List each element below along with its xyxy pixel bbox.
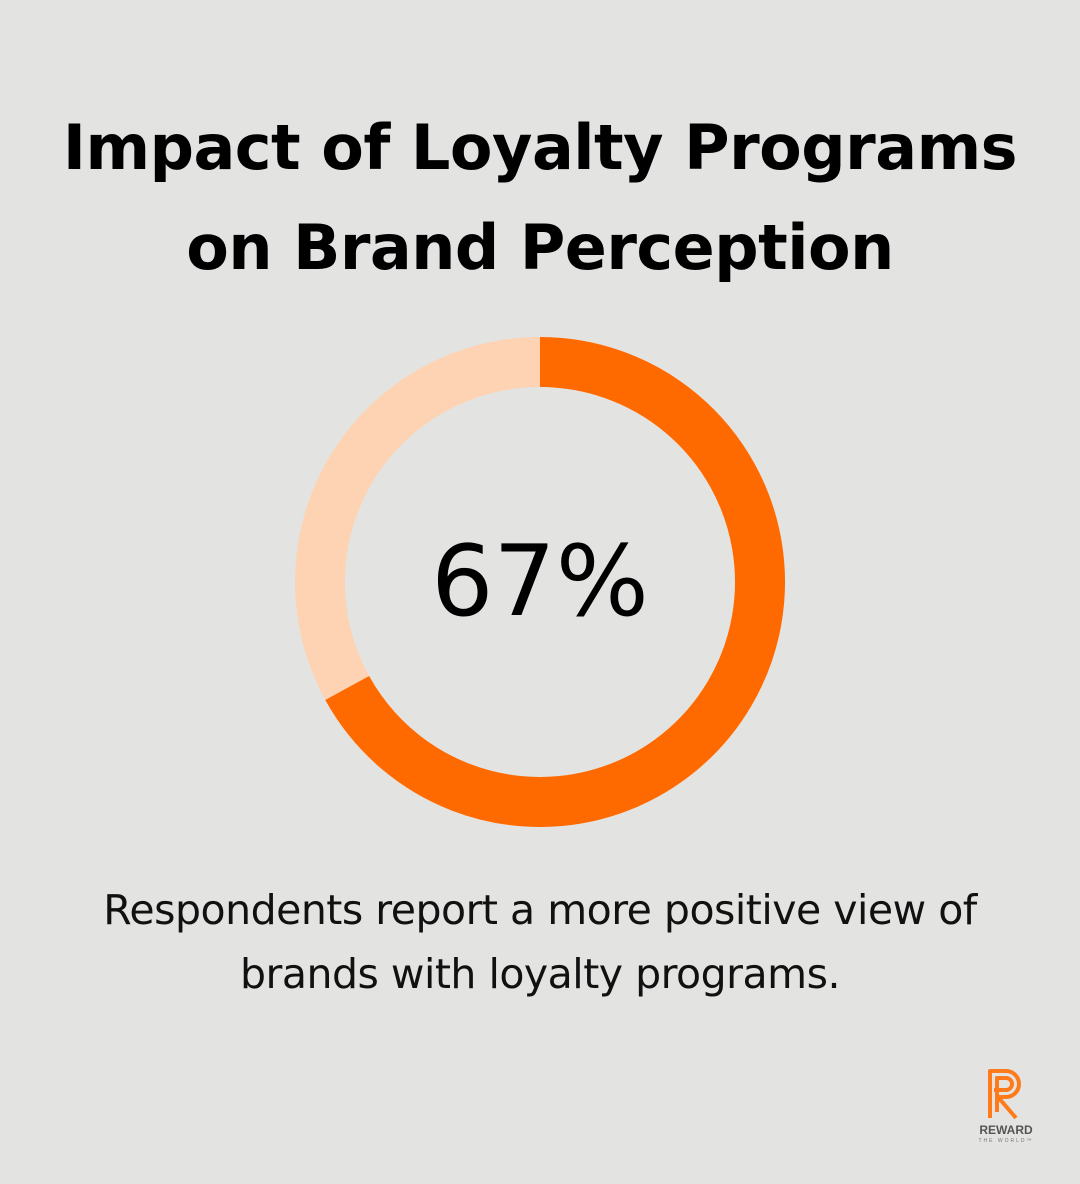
donut-value-arc [325, 337, 785, 827]
chart-title: Impact of Loyalty Programs on Brand Perc… [0, 98, 1080, 298]
chart-caption-line-1: Respondents report a more positive view … [103, 886, 977, 934]
chart-title-line-2: on Brand Perception [186, 211, 894, 284]
donut-center-label: 67% [431, 525, 649, 639]
reward-logo-tagline: THE WORLD™ [978, 1138, 1034, 1144]
reward-r-icon [988, 1069, 1021, 1120]
reward-logo: REWARD THE WORLD™ [968, 1064, 1044, 1154]
chart-caption-line-2: brands with loyalty programs. [240, 950, 840, 998]
chart-caption: Respondents report a more positive view … [40, 878, 1040, 1006]
chart-title-line-1: Impact of Loyalty Programs [62, 111, 1018, 184]
donut-chart-svg: 67% [295, 337, 785, 827]
donut-chart: 67% [290, 332, 790, 832]
reward-logo-wordmark: REWARD [979, 1123, 1033, 1137]
